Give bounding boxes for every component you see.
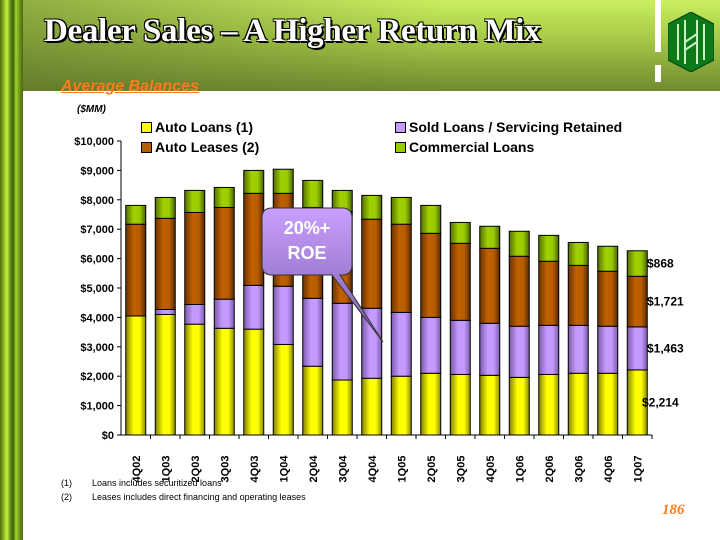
x-tick-label: 2Q03 [190,456,202,483]
y-tick-label: $8,000 [80,195,114,207]
bar-segment-commercial-loans [567,241,589,266]
x-tick-label: 1Q03 [160,456,172,483]
x-tick-label: 1Q05 [396,456,408,483]
bank-logo-icon [668,12,714,72]
header-divider [655,0,661,82]
footnote-1-marker: (1) [61,478,72,488]
header-band [23,0,720,91]
x-tick-label: 1Q04 [278,455,290,483]
y-tick-label: $10,000 [74,136,114,148]
legend-swatch [141,141,152,153]
legend-label: Auto Leases (2) [155,139,260,155]
bar-segment-commercial-loans [243,169,265,194]
bar-segment-commercial-loans [449,221,471,244]
legend-swatch [395,141,406,153]
bar-segment-commercial-loans [597,245,619,272]
callout-bubble [261,207,384,343]
footnote-2-marker: (2) [61,492,72,502]
legend-commercial-loans: Commercial Loans [395,139,534,155]
bar-segment-commercial-loans [538,234,560,262]
bar-segment-commercial-loans [302,179,324,208]
legend-sold-loans: Sold Loans / Servicing Retained [395,119,622,135]
y-tick-label: $6,000 [80,254,114,266]
y-tick-label: $4,000 [80,312,114,324]
x-tick-label: 2Q06 [544,456,556,483]
bar-segment-commercial-loans [125,204,147,225]
x-tick-label: 4Q06 [603,456,615,483]
x-tick-label: 4Q05 [485,456,497,483]
bar-segment-commercial-loans [184,189,206,213]
bar-segment-commercial-loans [361,194,383,220]
footnote-2-text: Leases includes direct financing and ope… [92,492,306,502]
y-tick-label: $3,000 [80,342,114,354]
legend-swatch [395,121,406,133]
left-decorative-stripe [0,0,23,540]
data-label: $868 [647,257,674,271]
x-tick-label: 3Q05 [455,456,467,483]
x-tick-label: 4Q04 [367,455,379,483]
footnote-1-text: Loans includes securitized loans [92,478,222,488]
section-subtitle: Average Balances [61,78,199,95]
bar-segment-commercial-loans [213,186,235,208]
bar-segment-commercial-loans [508,230,530,257]
x-tick-label: 4Q02 [131,456,143,483]
legend-swatch [141,121,152,133]
data-label: $1,463 [647,341,684,355]
y-tick-label: $1,000 [80,401,114,413]
data-label: $2,214 [642,395,679,409]
x-tick-label: 2Q05 [426,456,438,483]
bar-segment-commercial-loans [154,196,176,219]
page-title: Dealer Sales – A Higher Return Mix [44,13,541,49]
legend-label: Sold Loans / Servicing Retained [409,119,623,135]
x-tick-label: 4Q03 [249,456,261,483]
y-tick-label: $5,000 [80,283,114,295]
page-number: 186 [662,502,685,518]
x-tick-label: 3Q04 [337,455,349,483]
bar-segment-commercial-loans [626,250,648,277]
x-tick-label: 3Q03 [219,456,231,483]
bar-segment-commercial-loans [479,225,501,249]
y-tick-label: $0 [102,430,114,442]
x-tick-label: 3Q06 [573,456,585,483]
y-tick-label: $2,000 [80,371,114,383]
y-tick-label: $9,000 [80,165,114,177]
bar-segment-commercial-loans [390,196,412,225]
x-tick-label: 2Q04 [308,455,320,483]
callout-line1: 20%+ [284,218,331,238]
x-tick-label: 1Q06 [514,456,526,483]
x-tick-label: 1Q07 [632,456,644,483]
callout-line2: ROE [287,243,326,263]
y-tick-label: $7,000 [80,224,114,236]
bar-segment-commercial-loans [420,204,442,234]
units-label: ($MM) [77,104,106,115]
bar-segment-commercial-loans [272,168,294,194]
legend-label: Auto Loans (1) [155,119,253,135]
legend-label: Commercial Loans [409,139,535,155]
data-label: $1,721 [647,295,684,309]
legend-auto-leases: Auto Leases (2) [141,139,259,155]
legend-auto-loans: Auto Loans (1) [141,119,253,135]
